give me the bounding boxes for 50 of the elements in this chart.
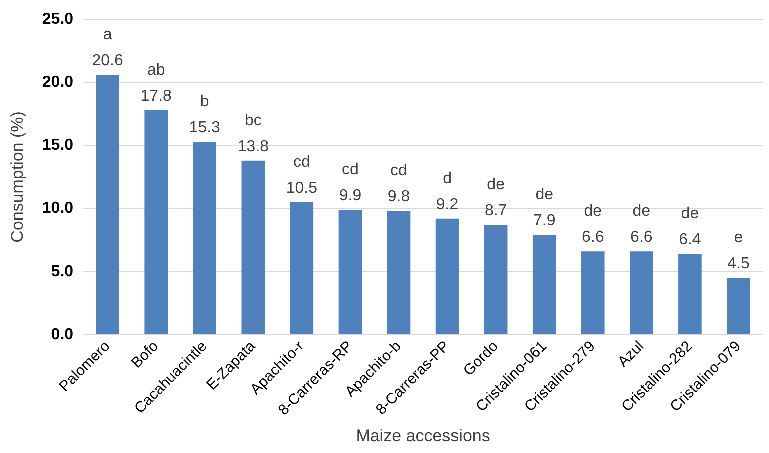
bar (193, 142, 217, 334)
data-label: 20.6 (92, 52, 124, 70)
annotation: ab (147, 62, 166, 79)
annotation: cd (293, 154, 310, 171)
bar (96, 75, 120, 334)
annotation: b (200, 93, 210, 110)
bar (532, 235, 556, 334)
annotation: cd (342, 161, 359, 178)
data-label: 7.9 (533, 212, 556, 230)
data-label: 15.3 (189, 119, 221, 136)
y-tick-label: 5.0 (51, 263, 74, 280)
data-label: 9.8 (388, 188, 410, 206)
data-label: 9.9 (339, 187, 362, 204)
bar (290, 202, 314, 334)
data-label: 6.4 (679, 232, 702, 249)
annotation: de (584, 203, 602, 220)
bar (338, 210, 362, 334)
annotation: a (103, 26, 112, 44)
bar (581, 252, 605, 334)
x-axis-title: Maize accessions (356, 426, 490, 446)
y-axis-title: Consumption (%) (8, 112, 27, 243)
annotation: e (734, 230, 744, 247)
bar (630, 252, 654, 334)
data-label: 9.2 (436, 196, 459, 214)
y-tick-label: 20.0 (42, 74, 74, 92)
data-label: 8.7 (484, 202, 508, 220)
annotation: cd (390, 162, 408, 180)
data-label: 13.8 (238, 138, 270, 156)
bar (242, 160, 266, 334)
data-label: 6.6 (582, 229, 604, 246)
bar (144, 110, 168, 334)
annotation: de (681, 206, 700, 223)
bar (678, 254, 702, 334)
y-tick-label: 15.0 (42, 137, 74, 154)
data-label: 4.5 (728, 256, 750, 273)
y-tick-label: 25.0 (42, 11, 74, 28)
data-label: 6.6 (630, 229, 653, 246)
bar (484, 225, 508, 334)
bar (387, 211, 411, 334)
annotation: d (443, 170, 452, 188)
bar (436, 218, 460, 334)
data-label: 10.5 (286, 180, 318, 197)
data-label: 17.8 (140, 88, 172, 105)
annotation: bc (244, 112, 262, 130)
y-tick-label: 10.0 (42, 200, 74, 218)
bar (727, 278, 750, 334)
annotation: de (536, 186, 554, 204)
y-tick-label: 0.0 (51, 326, 74, 344)
annotation: de (487, 176, 506, 194)
annotation: de (632, 203, 651, 220)
